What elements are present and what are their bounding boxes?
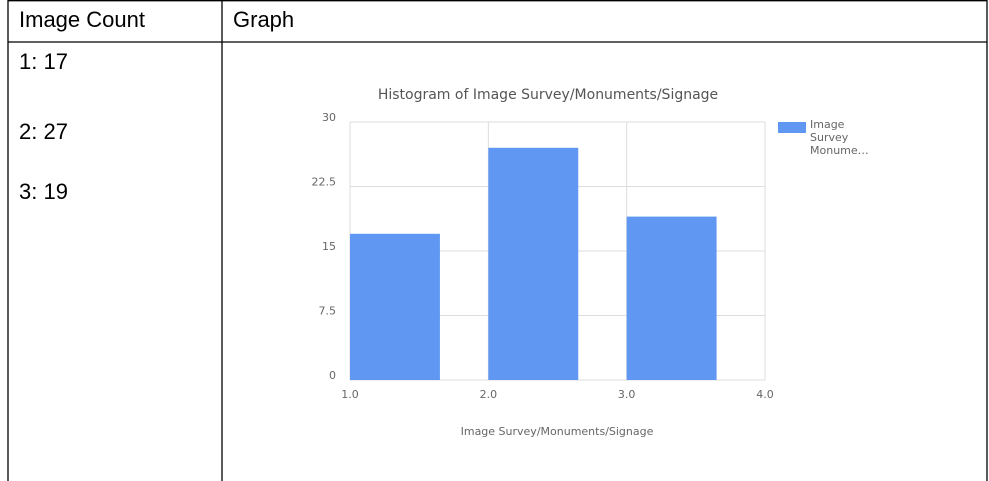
legend: Image Survey Monume… <box>810 118 869 157</box>
x-tick-label: 1.0 <box>341 388 359 401</box>
plot: 0 7.5 15 22.5 30 1.0 2.0 3.0 4.0 <box>312 111 774 401</box>
y-tick-label: 30 <box>322 111 336 124</box>
x-axis-label: Image Survey/Monuments/Signage <box>461 425 654 438</box>
legend-swatch <box>778 122 806 133</box>
x-tick-label: 3.0 <box>618 388 636 401</box>
header-cell: Image Count <box>19 7 145 32</box>
y-tick-label: 22.5 <box>312 176 337 189</box>
y-tick-label: 0 <box>329 369 336 382</box>
bar <box>350 233 440 380</box>
count-text: 2: 27 <box>19 119 68 144</box>
x-tick-label: 2.0 <box>480 388 498 401</box>
legend-label: Image Survey Monume… <box>810 118 869 157</box>
header-cell: Graph <box>233 7 294 32</box>
bar <box>488 147 579 380</box>
chart-title: Histogram of Image Survey/Monuments/Sign… <box>378 87 718 103</box>
bar <box>626 216 717 380</box>
count-text: 1: 17 <box>19 49 68 74</box>
x-tick-label: 4.0 <box>756 388 774 401</box>
y-tick-label: 15 <box>322 240 336 253</box>
count-text: 3: 19 <box>19 179 68 204</box>
y-tick-label: 7.5 <box>319 305 337 318</box>
